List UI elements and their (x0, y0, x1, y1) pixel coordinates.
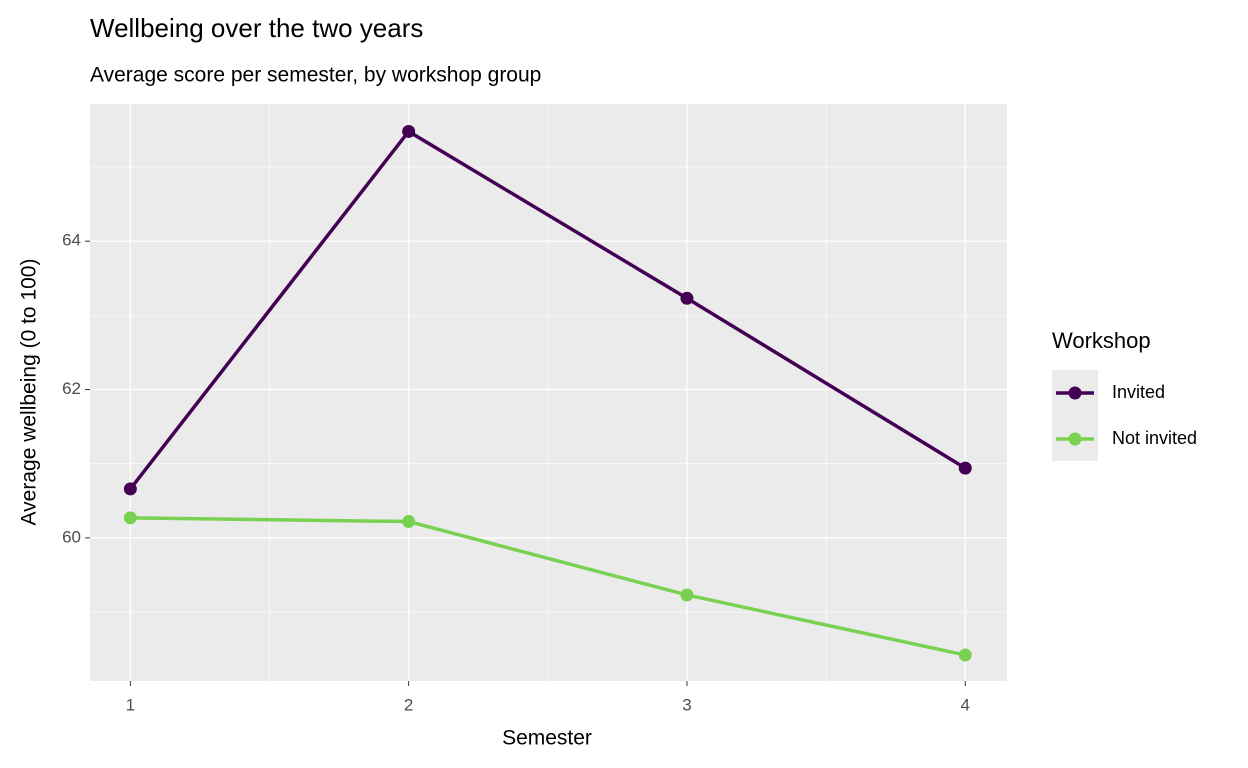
data-point (958, 648, 972, 662)
y-axis-label: Average wellbeing (0 to 100) (18, 259, 41, 526)
data-point (402, 124, 416, 138)
x-tick-label: 4 (961, 695, 970, 714)
x-tick-label: 2 (404, 695, 413, 714)
x-tick-label: 3 (682, 695, 691, 714)
data-point (680, 588, 694, 602)
legend-label: Invited (1112, 382, 1165, 402)
x-tick-label: 1 (126, 695, 135, 714)
legend-label: Not invited (1112, 428, 1197, 448)
legend-title: Workshop (1052, 328, 1151, 353)
y-tick-label: 60 (62, 527, 81, 546)
y-tick-label: 64 (62, 231, 81, 250)
data-point (123, 511, 137, 525)
legend-key-box (1052, 370, 1098, 461)
chart-title: Wellbeing over the two years (90, 13, 423, 43)
data-point (680, 291, 694, 305)
chart-subtitle: Average score per semester, by workshop … (90, 64, 541, 87)
legend-key-point (1068, 432, 1082, 446)
legend-key-point (1068, 386, 1082, 400)
series-line (130, 516, 966, 657)
data-point (958, 461, 972, 475)
data-point (123, 482, 137, 496)
x-axis-label: Semester (502, 727, 592, 750)
y-tick-label: 62 (62, 379, 81, 398)
plot-panel (90, 104, 1007, 681)
data-point (402, 515, 416, 529)
series-line (128, 129, 967, 490)
legend: Invited Not invited (1052, 370, 1197, 461)
